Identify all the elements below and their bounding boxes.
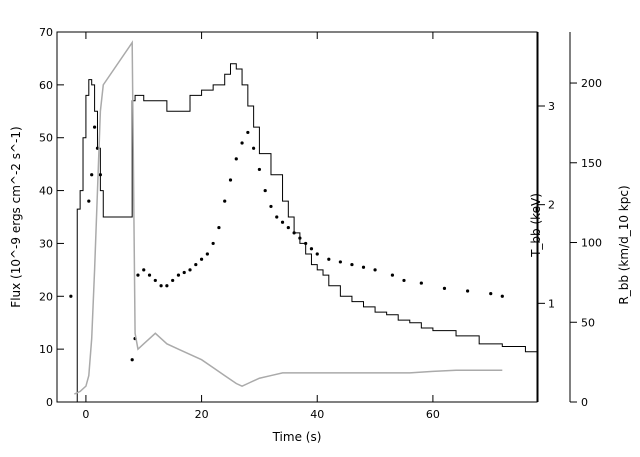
series-layer [69, 40, 538, 402]
y-right-inner-tick-label: 1 [548, 297, 555, 310]
series-temperature-point [142, 268, 146, 272]
series-temperature-point [327, 257, 331, 261]
x-tick-label: 0 [82, 408, 89, 421]
series-temperature-point [390, 273, 395, 277]
series-temperature-point [275, 215, 279, 219]
series-temperature-point [338, 260, 342, 264]
y-left-tick-label: 50 [39, 132, 53, 145]
series-temperature-point [263, 188, 267, 193]
y-left-tick-label: 0 [46, 396, 53, 409]
series-temperature-point [228, 178, 233, 182]
y-left-tick-label: 30 [39, 237, 53, 250]
y-right-outer-tick-label: 100 [581, 237, 602, 250]
series-temperature-point [286, 225, 290, 230]
series-temperature-point [176, 273, 181, 277]
series-temperature-point [171, 278, 175, 283]
series-temperature-point [130, 358, 134, 362]
y-right-inner-axis-label: T_bb (keV) [529, 193, 543, 258]
y-right-outer-axis-label: R_bb (km/d_10 kpc) [617, 185, 631, 304]
plot-frame [56, 31, 538, 403]
series-temperature-point [159, 284, 163, 288]
series-temperature-point [234, 157, 238, 161]
y-right-outer-tick-label: 0 [581, 396, 588, 409]
x-tick-label: 60 [426, 408, 440, 421]
series-temperature-point [466, 289, 470, 293]
y-right-outer-tick-label: 200 [581, 77, 602, 90]
series-temperature-point [136, 273, 140, 277]
y-right-inner-tick-label: 3 [548, 100, 555, 113]
y-right-outer-tick-label: 150 [581, 157, 602, 170]
series-temperature-point [90, 173, 94, 177]
series-temperature-point [304, 241, 308, 246]
series-temperature-point [402, 278, 406, 283]
y-right-inner-axis-ticks: 1 2 3 [538, 100, 555, 310]
series-temperature-point [419, 281, 423, 285]
x-axis-label: Time (s) [272, 430, 322, 444]
series-temperature-point [257, 167, 262, 172]
series-temperature-point [182, 270, 186, 275]
series-temperature-point [69, 294, 73, 298]
series-temperature-point [205, 252, 209, 256]
series-temperature-point [315, 252, 319, 256]
series-temperature-point [194, 262, 198, 267]
series-temperature-point [269, 204, 273, 209]
series-temperature-point [147, 273, 152, 277]
x-tick-label: 40 [310, 408, 324, 421]
series-temperature-point [500, 294, 504, 298]
y-left-tick-label: 10 [39, 343, 53, 356]
series-temperature-point [211, 241, 215, 246]
y-right-outer-axis-ticks: 0 50 100 150 200 [570, 77, 602, 409]
series-temperature-point [292, 231, 296, 235]
series-temperature-point [223, 199, 227, 203]
series-radius-gray-line [74, 40, 503, 395]
series-temperature-point [298, 236, 302, 240]
y-left-tick-label: 20 [39, 290, 53, 303]
series-temperature-point [87, 199, 91, 203]
y-left-tick-label: 40 [39, 185, 53, 198]
series-temperature-point [92, 125, 97, 129]
x-axis-ticks: 0 20 40 60 [82, 32, 440, 421]
y-left-axis-ticks: 0 10 20 30 40 50 60 70 [39, 26, 64, 409]
series-temperature-point [252, 146, 256, 150]
y-left-tick-label: 70 [39, 26, 53, 39]
series-temperature-point [442, 286, 447, 290]
y-left-axis-label: Flux (10^-9 ergs cm^-2 s^-1) [9, 126, 23, 307]
series-temperature-point [361, 265, 366, 269]
series-temperature-point [489, 292, 493, 296]
series-temperature-point [373, 268, 377, 272]
y-left-tick-label: 60 [39, 79, 53, 92]
series-temperature-point [350, 262, 354, 267]
series-temperature-point [165, 284, 169, 288]
y-right-inner-tick-label: 2 [548, 199, 555, 212]
series-temperature-point [217, 225, 221, 230]
series-flux-step-line [76, 63, 538, 402]
series-temperature-point [280, 220, 285, 224]
x-tick-label: 20 [195, 408, 209, 421]
y-right-outer-tick-label: 50 [581, 316, 595, 329]
series-temperature-point [188, 268, 192, 272]
series-temperature-point [98, 173, 102, 177]
series-temperature-point [309, 247, 314, 251]
series-temperature-point [199, 257, 204, 261]
series-temperature-point [153, 278, 157, 283]
series-temperature-point [246, 130, 250, 135]
series-temperature-point [240, 141, 244, 145]
